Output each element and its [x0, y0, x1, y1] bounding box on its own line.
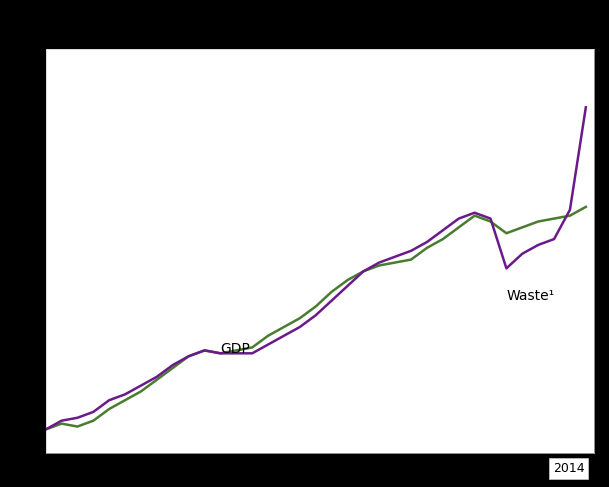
Text: GDP: GDP	[220, 341, 250, 356]
Text: 2014: 2014	[553, 462, 585, 475]
Text: Waste¹: Waste¹	[507, 289, 555, 303]
